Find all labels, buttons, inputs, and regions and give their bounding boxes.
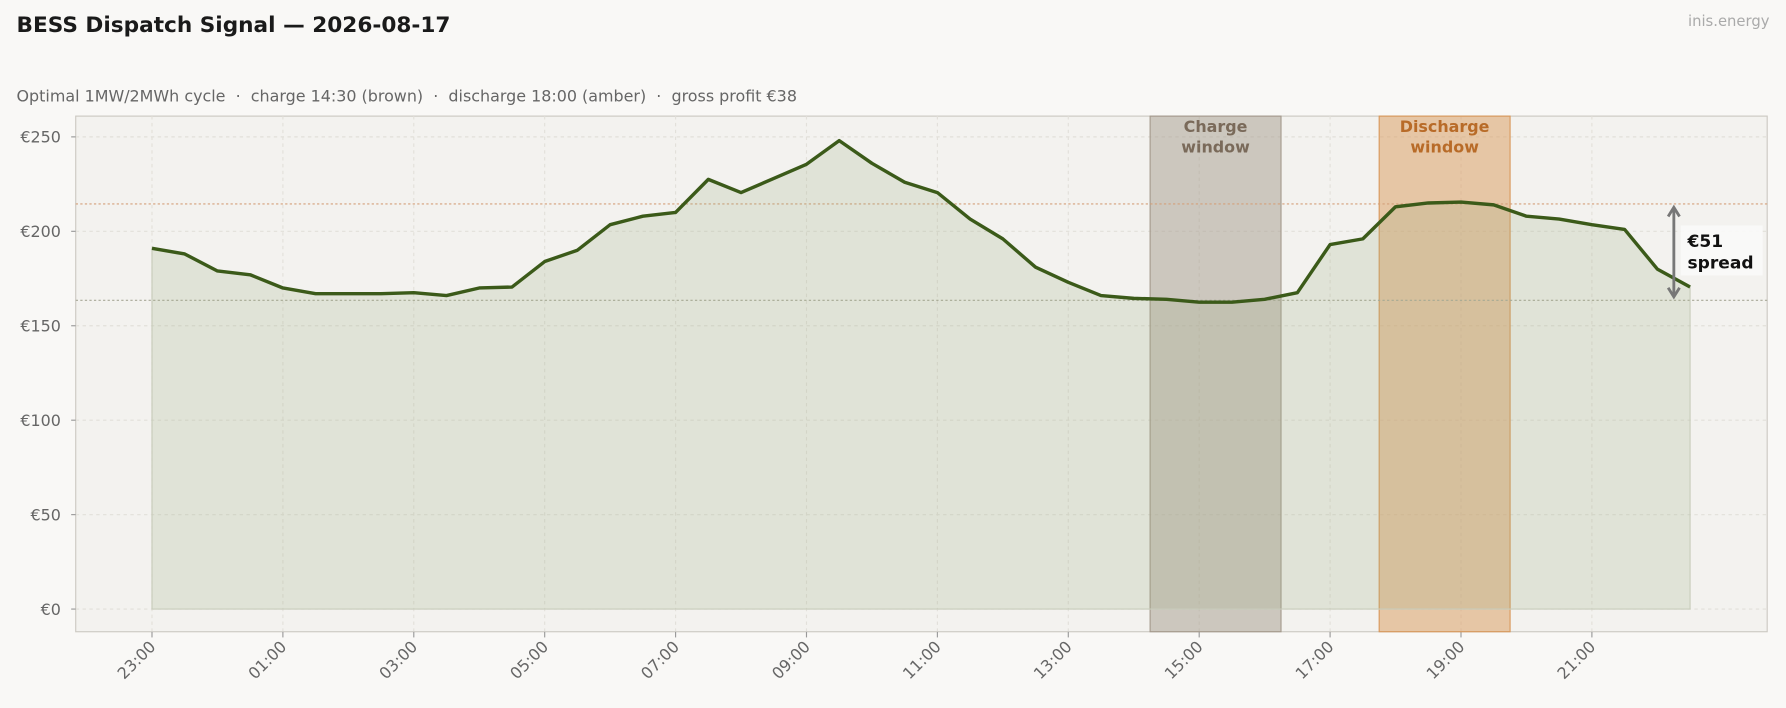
chart-title: BESS Dispatch Signal — 2026-08-17 [17, 13, 451, 38]
spread-label-box [1680, 225, 1763, 276]
window-label: window [1410, 138, 1479, 157]
window-label: Discharge [1400, 117, 1490, 136]
y-tick-label: €0 [41, 600, 61, 619]
window-band [1149, 115, 1282, 633]
y-tick-label: €200 [20, 222, 61, 241]
window-label: window [1181, 138, 1250, 157]
y-tick-label: €150 [20, 316, 61, 335]
y-tick-label: €50 [31, 505, 61, 524]
spread-arrow-head [1666, 286, 1681, 300]
chart-subtitle: Optimal 1MW/2MWh cycle · charge 14:30 (b… [17, 86, 797, 105]
line [151, 138, 1691, 304]
y-tick-label: €250 [20, 128, 61, 147]
y-tick-label: €100 [20, 411, 61, 430]
window-label: Charge [1184, 117, 1248, 136]
spread-label: €51 [1687, 232, 1724, 252]
watermark: inis.energy [1688, 13, 1770, 30]
spread-label: spread [1688, 254, 1754, 274]
spread-arrow-head [1666, 204, 1681, 218]
